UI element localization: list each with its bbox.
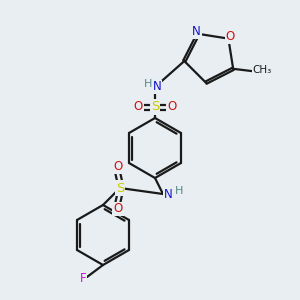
Text: N: N: [192, 25, 201, 38]
Text: O: O: [226, 30, 235, 43]
Text: O: O: [167, 100, 177, 113]
Text: F: F: [80, 272, 86, 286]
Text: N: N: [153, 80, 161, 94]
Text: O: O: [113, 160, 123, 173]
Text: CH₃: CH₃: [252, 65, 272, 76]
Text: H: H: [144, 79, 152, 89]
Text: O: O: [113, 202, 123, 215]
Text: O: O: [134, 100, 142, 113]
Text: S: S: [151, 100, 159, 113]
Text: S: S: [116, 182, 124, 194]
Text: N: N: [164, 188, 172, 200]
Text: H: H: [175, 186, 183, 196]
